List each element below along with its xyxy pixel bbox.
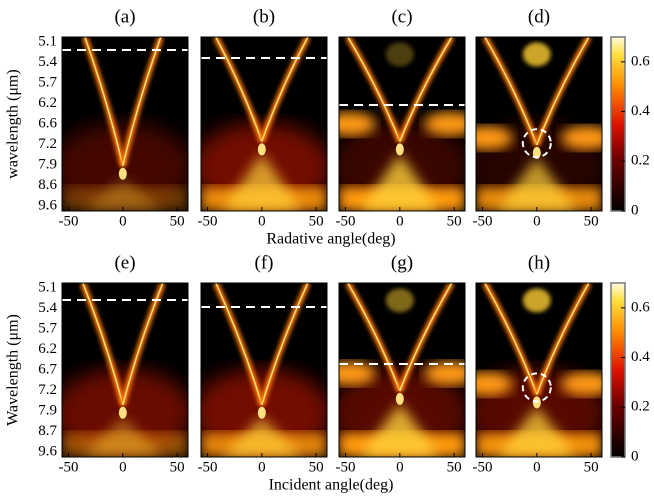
panel-label: (h) — [528, 252, 550, 273]
x-tick-label: 50 — [309, 213, 324, 229]
figure: (a) -50 0 50 (b) -50 0 50 (c) -50 0 50 (d) -50 0 50 5.1 5… — [0, 0, 654, 497]
colorbar — [611, 37, 625, 211]
focus — [396, 143, 404, 155]
y-tick-label: 6.7 — [38, 361, 57, 377]
side-lobe — [324, 361, 376, 385]
x-tick-label: 50 — [447, 213, 462, 229]
panel-label: (d) — [528, 6, 550, 27]
x-tick-label: 0 — [119, 459, 127, 475]
colorbar-tick-label: 0 — [631, 448, 639, 464]
top-lobe — [523, 288, 551, 312]
x-axis-label: Incident angle(deg) — [269, 477, 394, 494]
x-tick-label: -50 — [198, 213, 218, 229]
y-axis-label: Wavelength (μm) — [5, 314, 22, 426]
heatmap-panel — [324, 37, 476, 213]
x-tick-label: 50 — [309, 459, 324, 475]
x-tick-label: 50 — [447, 459, 462, 475]
x-tick-label: 0 — [119, 213, 127, 229]
top-lobe — [523, 42, 551, 66]
focus — [119, 168, 127, 180]
x-tick-label: 50 — [584, 459, 599, 475]
y-tick-label: 7.9 — [38, 156, 57, 172]
heatmap-panel — [53, 37, 193, 213]
x-tick-label: -50 — [473, 459, 493, 475]
focus — [119, 407, 127, 419]
y-tick-label: 6.2 — [38, 341, 57, 357]
y-tick-label: 5.1 — [38, 279, 57, 295]
top-lobe — [386, 42, 414, 66]
side-lobe — [424, 361, 476, 385]
colorbar-tick-label: 0 — [631, 202, 639, 218]
y-tick-label: 6.2 — [38, 95, 57, 111]
y-tick-label: 8.7 — [38, 423, 57, 439]
focus — [396, 393, 404, 405]
heatmap-panel — [192, 37, 332, 213]
x-tick-label: 0 — [396, 459, 404, 475]
side-lobe — [424, 112, 476, 136]
y-tick-label: 6.6 — [38, 115, 57, 131]
y-tick-label: 5.1 — [38, 33, 57, 49]
side-lobe — [461, 372, 513, 396]
panel-label: (g) — [391, 252, 413, 273]
y-tick-label: 7.9 — [38, 402, 57, 418]
y-tick-label: 5.4 — [38, 54, 57, 70]
x-tick-label: 50 — [170, 213, 185, 229]
colorbar-tick-label: 0.4 — [631, 103, 650, 119]
side-lobe — [561, 126, 613, 150]
top-lobe — [386, 288, 414, 312]
y-tick-label: 7.2 — [38, 382, 57, 398]
heatmap-panel — [461, 283, 613, 459]
focus — [258, 407, 266, 419]
y-tick-label: 5.4 — [38, 300, 57, 316]
x-tick-label: 50 — [170, 459, 185, 475]
side-lobe — [324, 112, 376, 136]
y-axis-label: wavelength (μm) — [5, 69, 22, 178]
colorbar-tick-label: 0.6 — [631, 299, 650, 315]
x-tick-label: -50 — [198, 459, 218, 475]
heatmap-panel — [53, 283, 193, 459]
colorbar-tick-label: 0.2 — [631, 399, 650, 415]
x-tick-label: 0 — [258, 459, 266, 475]
x-tick-label: -50 — [59, 213, 79, 229]
x-tick-label: 0 — [258, 213, 266, 229]
heatmap-panel — [192, 283, 332, 459]
y-tick-label: 5.7 — [38, 320, 57, 336]
x-axis-label: Radative angle(deg) — [266, 231, 395, 248]
heatmap-panel — [324, 283, 476, 459]
colorbar-tick-label: 0.2 — [631, 153, 650, 169]
panel-label: (e) — [114, 252, 135, 273]
colorbar-tick-label: 0.6 — [631, 53, 650, 69]
y-tick-label: 9.6 — [38, 197, 57, 213]
x-tick-label: -50 — [336, 459, 356, 475]
focus — [258, 143, 266, 155]
x-tick-label: -50 — [473, 213, 493, 229]
x-tick-label: 0 — [533, 213, 541, 229]
side-lobe — [461, 126, 513, 150]
x-tick-label: -50 — [336, 213, 356, 229]
x-tick-label: 0 — [533, 459, 541, 475]
heatmap-panel — [461, 37, 613, 213]
colorbar-tick-label: 0.4 — [631, 349, 650, 365]
y-tick-label: 7.2 — [38, 136, 57, 152]
panel-label: (a) — [114, 6, 135, 27]
y-tick-label: 8.6 — [38, 177, 57, 193]
x-tick-label: -50 — [59, 459, 79, 475]
y-tick-label: 9.6 — [38, 443, 57, 459]
colorbar — [611, 283, 625, 457]
y-tick-label: 5.7 — [38, 74, 57, 90]
x-tick-label: 0 — [396, 213, 404, 229]
side-lobe — [561, 372, 613, 396]
panel-label: (b) — [253, 6, 275, 27]
x-tick-label: 50 — [584, 213, 599, 229]
panel-label: (c) — [391, 6, 412, 27]
panel-label: (f) — [255, 252, 274, 273]
